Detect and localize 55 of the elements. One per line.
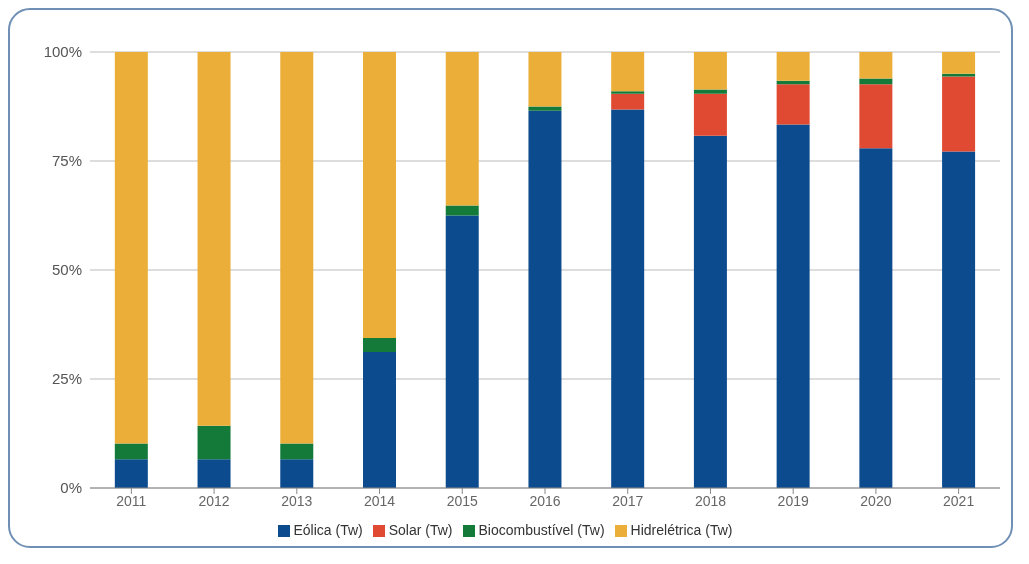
bar (859, 52, 893, 79)
legend-label: Eólica (Tw) (293, 522, 363, 538)
bar (528, 52, 562, 107)
y-tick-label: 50% (51, 261, 82, 279)
bar (280, 443, 314, 460)
bar (693, 89, 727, 94)
bar (859, 148, 893, 488)
x-tick-label: 2016 (529, 492, 561, 509)
y-tick-label: 0% (60, 479, 82, 497)
bar (114, 52, 148, 444)
bar (611, 93, 645, 110)
bar (363, 351, 396, 488)
bar (363, 338, 396, 352)
bar (776, 52, 810, 81)
bar (197, 459, 231, 488)
bar (528, 106, 562, 111)
x-tick-label: 2012 (198, 492, 230, 509)
legend-label: Hidrelétrica (Tw) (630, 522, 733, 538)
bar (197, 52, 231, 426)
bar (445, 52, 479, 206)
bar (942, 52, 976, 74)
bar (611, 91, 645, 94)
bar (114, 459, 148, 488)
bar (528, 110, 562, 488)
bar (942, 151, 976, 488)
x-tick-label: 2015 (446, 492, 479, 509)
bar (280, 52, 314, 444)
x-tick-label: 2021 (943, 492, 975, 509)
bar (693, 135, 727, 488)
x-tick-label: 2011 (116, 492, 147, 509)
bar (280, 459, 314, 488)
bar (445, 215, 479, 488)
bar (445, 205, 479, 216)
bar (942, 76, 976, 152)
y-tick-label: 25% (51, 370, 82, 388)
x-tick-label: 2020 (860, 492, 892, 509)
x-tick-label: 2017 (612, 492, 644, 509)
bar (363, 52, 396, 339)
bar (114, 443, 148, 460)
bar (859, 84, 893, 149)
bar (776, 84, 810, 125)
bar (197, 425, 231, 460)
bar (693, 52, 727, 90)
x-tick-label: 2013 (281, 492, 313, 509)
legend-label: Biocombustível (Tw) (478, 522, 605, 538)
bar (611, 109, 645, 488)
bar (776, 124, 810, 488)
bar (611, 52, 645, 92)
y-tick-label: 75% (51, 152, 82, 170)
y-tick-label: 100% (43, 43, 82, 61)
x-tick-label: 2014 (363, 492, 396, 509)
bar (693, 93, 727, 136)
x-tick-label: 2019 (777, 492, 809, 509)
legend-label: Solar (Tw) (388, 522, 453, 538)
x-tick-label: 2018 (694, 492, 727, 509)
